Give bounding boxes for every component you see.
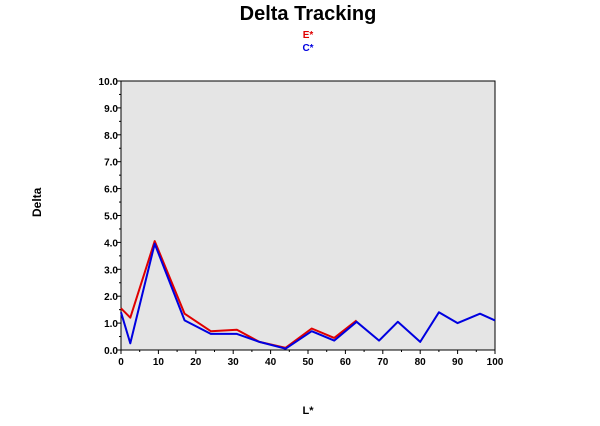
x-tick-label: 40 bbox=[265, 357, 277, 368]
x-axis: 0 10 20 30 40 50 60 70 80 90 100 bbox=[118, 349, 504, 368]
legend-entry-c: C* bbox=[302, 43, 314, 54]
legend-entry-e: E* bbox=[302, 30, 314, 41]
y-tick-label: 1.0 bbox=[104, 319, 118, 330]
series-line-c bbox=[120, 242, 496, 350]
x-tick-label: 70 bbox=[377, 357, 389, 368]
y-tick-label: 10.0 bbox=[99, 77, 119, 88]
y-tick-label: 3.0 bbox=[104, 265, 118, 276]
y-tick-label: 2.0 bbox=[104, 292, 118, 303]
series-line-e bbox=[120, 240, 358, 349]
x-tick-label: 10 bbox=[153, 357, 165, 368]
x-tick-label: 50 bbox=[302, 357, 314, 368]
y-tick-label: 5.0 bbox=[104, 212, 118, 223]
plot-area bbox=[120, 80, 496, 351]
y-tick-label: 0.0 bbox=[104, 346, 118, 357]
y-tick-label: 8.0 bbox=[104, 131, 118, 142]
x-tick-label: 90 bbox=[452, 357, 464, 368]
x-tick-label: 60 bbox=[340, 357, 352, 368]
chart-title: Delta Tracking bbox=[239, 3, 377, 25]
x-axis-label: L* bbox=[302, 405, 314, 417]
x-tick-label: 80 bbox=[415, 357, 427, 368]
y-axis: 0.0 1.0 2.0 3.0 4.0 5.0 6.0 7.0 8.0 9.0 10.0 bbox=[99, 77, 122, 357]
y-tick-label: 4.0 bbox=[104, 238, 118, 249]
x-tick-label: 30 bbox=[228, 357, 240, 368]
x-tick-label: 20 bbox=[190, 357, 202, 368]
x-tick-label: 0 bbox=[118, 357, 124, 368]
y-tick-label: 7.0 bbox=[104, 158, 118, 169]
y-tick-label: 6.0 bbox=[104, 185, 118, 196]
y-tick-label: 9.0 bbox=[104, 104, 118, 115]
x-tick-label: 100 bbox=[487, 357, 504, 368]
series-layer bbox=[120, 240, 496, 350]
